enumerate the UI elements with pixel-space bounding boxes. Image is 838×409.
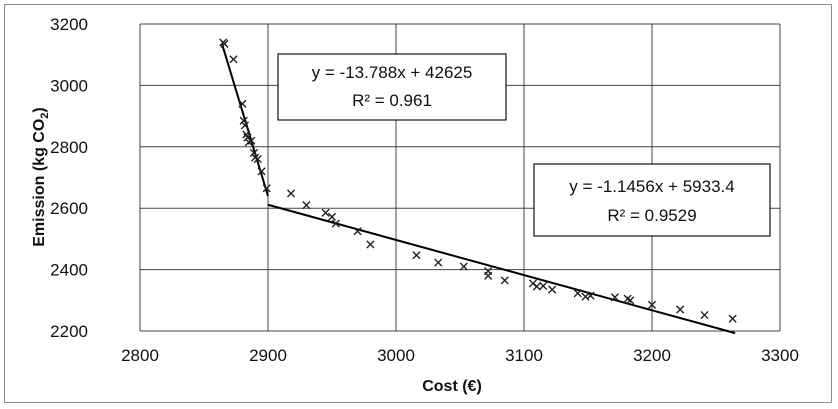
data-point	[353, 227, 362, 236]
y-tick-label: 3000	[50, 76, 88, 95]
y-tick-label: 2800	[50, 138, 88, 157]
data-point	[302, 201, 311, 210]
data-point	[647, 300, 657, 309]
x-axis-title: Cost (€)	[422, 378, 482, 395]
trendline-2	[267, 203, 736, 335]
tick-labels: 2800 2900 3000 3100 3200 3300 2200 2400 2600 2800…	[50, 15, 799, 365]
data-point	[240, 121, 250, 130]
x-tick-label: 2900	[249, 346, 287, 365]
data-point	[286, 189, 296, 198]
data-point	[239, 116, 248, 125]
y-axis-title-subscript: 2	[39, 113, 51, 119]
x-tick-label: 3100	[505, 346, 543, 365]
trendline-r2-1: R² = 0.961	[352, 91, 432, 110]
x-tick-label: 3200	[633, 346, 671, 365]
data-point	[327, 212, 337, 221]
data-point	[586, 291, 595, 300]
trendline-label-2: y = -1.1456x + 5933.4 R² = 0.9529	[533, 163, 771, 237]
y-tick-label: 2600	[50, 199, 88, 218]
data-point	[412, 251, 421, 260]
trendline-label-1: y = -13.788x + 42625 R² = 0.961	[277, 53, 507, 121]
data-point	[459, 262, 468, 271]
data-point	[366, 240, 375, 249]
data-point	[626, 296, 635, 305]
data-point	[500, 276, 509, 285]
trendline-label-box-1	[277, 53, 507, 121]
data-points	[219, 38, 737, 323]
data-point	[247, 136, 256, 145]
y-tick-label: 3200	[50, 15, 88, 34]
data-point	[253, 154, 262, 164]
y-tick-label: 2200	[50, 322, 88, 341]
x-tick-label: 2800	[121, 346, 159, 365]
data-point	[257, 167, 266, 176]
data-point	[700, 310, 709, 320]
data-point	[321, 208, 330, 217]
x-tick-label: 3000	[377, 346, 415, 365]
y-tick-label: 2400	[50, 261, 88, 280]
data-point	[331, 219, 340, 228]
data-point	[434, 258, 443, 267]
trendline-equation-1: y = -13.788x + 42625	[312, 63, 473, 82]
trendline-equation-2: y = -1.1456x + 5933.4	[569, 177, 734, 196]
data-point	[249, 148, 259, 158]
data-point	[238, 99, 247, 108]
data-point	[610, 293, 619, 302]
trendline-label-box-2	[533, 163, 771, 237]
y-axis-title: Emission (kg CO2)	[31, 107, 51, 246]
data-point	[728, 314, 737, 323]
data-point	[262, 184, 271, 193]
data-point	[676, 305, 685, 314]
data-point	[573, 289, 582, 298]
data-point	[539, 281, 548, 290]
data-point	[229, 55, 238, 64]
trendline-r2-2: R² = 0.9529	[607, 206, 696, 225]
data-point	[484, 271, 493, 280]
data-point	[220, 39, 229, 49]
x-tick-label: 3300	[761, 346, 799, 365]
data-point	[548, 285, 557, 294]
